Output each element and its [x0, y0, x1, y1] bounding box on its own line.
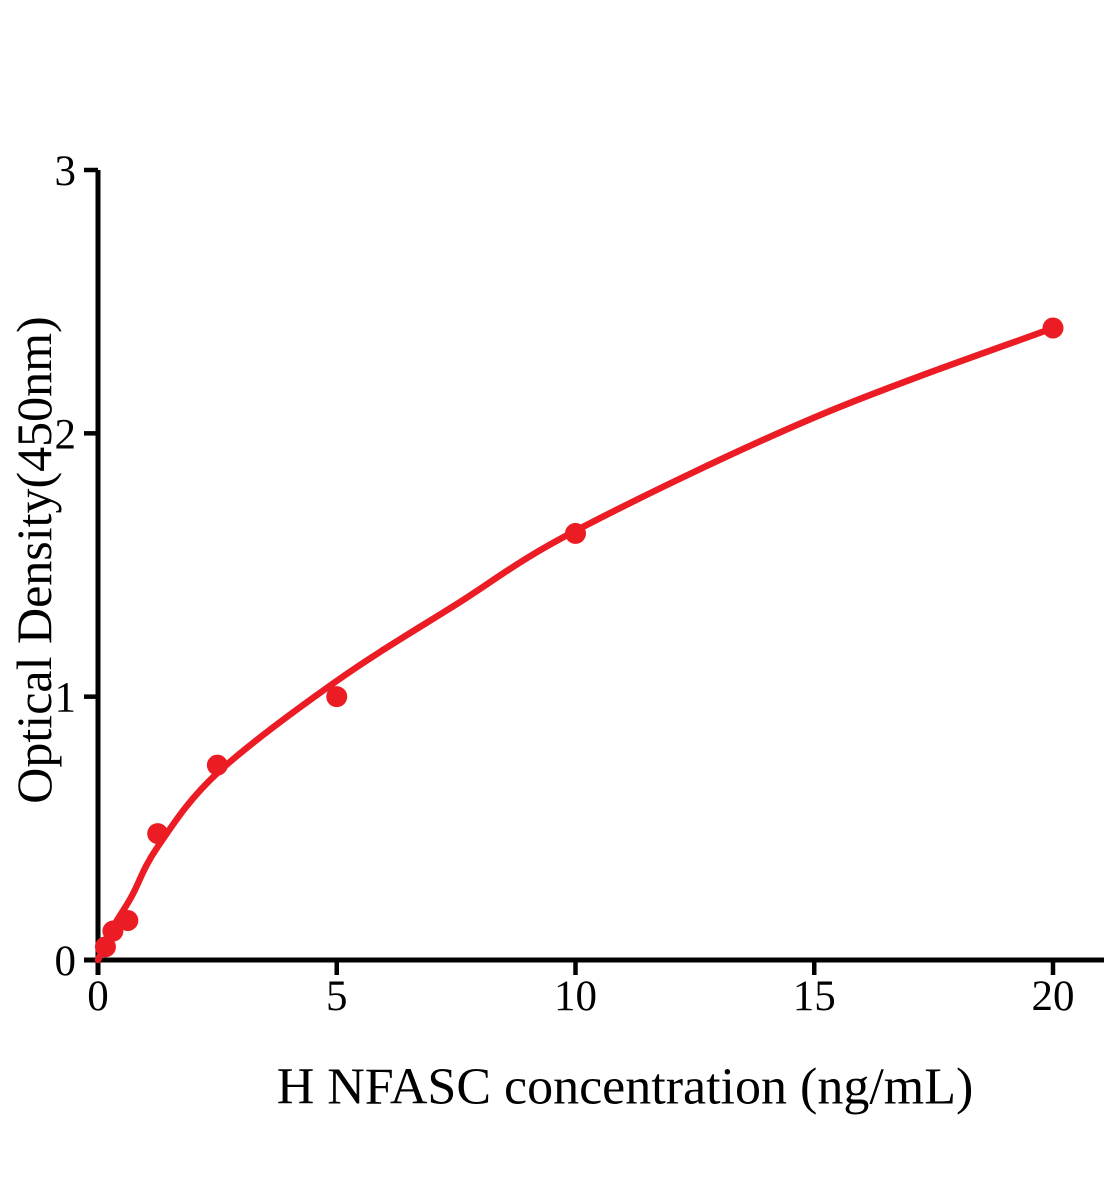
y-tick-label: 1 [55, 675, 77, 722]
data-point [326, 686, 348, 708]
y-tick-label: 3 [55, 148, 77, 195]
data-point [94, 936, 116, 958]
y-axis-title: Optical Density(450nm) [6, 316, 62, 804]
x-tick-label: 0 [87, 973, 109, 1020]
x-tick-label: 5 [326, 973, 348, 1020]
data-point [565, 522, 586, 544]
data-point [206, 754, 228, 776]
x-tick-label: 10 [554, 973, 597, 1020]
fit-curve [94, 324, 1057, 964]
data-point [117, 910, 139, 932]
data-point [102, 920, 124, 942]
y-tick-label: 0 [55, 938, 77, 985]
x-axis-title: H NFASC concentration (ng/mL) [276, 1058, 974, 1116]
data-point [1042, 317, 1064, 339]
x-tick-label: 15 [793, 973, 836, 1020]
x-tick-label: 20 [1032, 973, 1075, 1020]
y-tick-label: 2 [55, 411, 77, 458]
data-point [147, 823, 169, 845]
